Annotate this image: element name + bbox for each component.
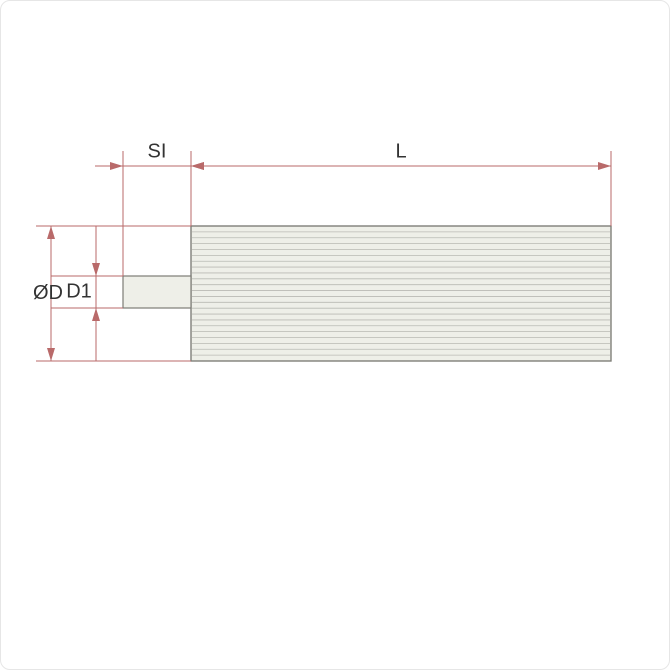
arrow-head	[598, 162, 611, 170]
label-SI: SI	[148, 140, 167, 162]
main-body	[191, 226, 611, 361]
arrow-head	[92, 308, 100, 321]
diagram-stage: L SI ØDD1	[0, 0, 670, 670]
label-D1: D1	[66, 280, 92, 302]
dimension-drawing-svg: L SI ØDD1	[1, 1, 670, 670]
arrow-head	[110, 162, 123, 170]
label-L: L	[395, 140, 406, 162]
arrow-head	[191, 162, 204, 170]
arrow-head	[47, 226, 55, 239]
arrow-head	[47, 348, 55, 361]
shaft	[123, 276, 191, 308]
arrow-head	[92, 263, 100, 276]
label-D: ØD	[33, 282, 63, 304]
